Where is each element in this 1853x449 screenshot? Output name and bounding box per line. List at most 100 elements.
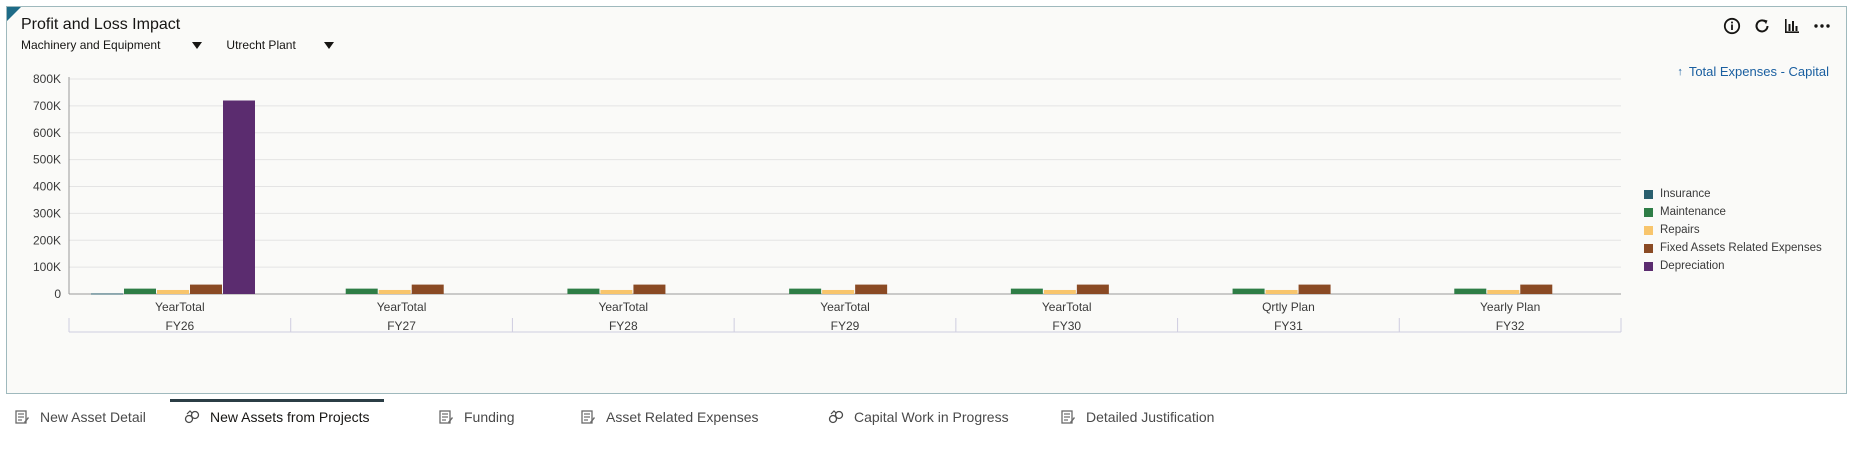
form-icon xyxy=(580,409,596,425)
legend-swatch xyxy=(1644,225,1653,235)
legend-swatch xyxy=(1644,189,1653,199)
x-group-label: FY31 xyxy=(1274,319,1303,333)
tab-new-assets-from-projects[interactable]: New Assets from Projects xyxy=(170,399,384,432)
legend-item[interactable]: Repairs xyxy=(1644,221,1822,239)
info-icon[interactable] xyxy=(1722,16,1742,36)
tab-new-asset-detail[interactable]: New Asset Detail xyxy=(0,402,160,432)
refresh-icon[interactable] xyxy=(1752,16,1772,36)
tab-label: New Asset Detail xyxy=(40,409,146,425)
bar-repairs[interactable] xyxy=(378,289,411,294)
legend-item[interactable]: Depreciation xyxy=(1644,257,1822,275)
legend-swatch xyxy=(1644,243,1653,253)
legend-swatch xyxy=(1644,207,1653,217)
legend-item[interactable]: Maintenance xyxy=(1644,203,1822,221)
chart-icon xyxy=(184,409,200,425)
panel-toolbar xyxy=(1722,16,1832,36)
legend-label: Depreciation xyxy=(1660,260,1725,272)
bar-fixed-assets-related-expenses[interactable] xyxy=(855,284,888,294)
bar-maintenance[interactable] xyxy=(345,288,378,294)
bar-repairs[interactable] xyxy=(600,289,633,294)
bar-repairs[interactable] xyxy=(1487,289,1520,294)
legend-item[interactable]: Fixed Assets Related Expenses xyxy=(1644,239,1822,257)
bar-repairs[interactable] xyxy=(1043,289,1076,294)
pov-selectors: Machinery and Equipment Utrecht Plant xyxy=(21,38,334,52)
caret-down-icon xyxy=(192,41,203,49)
legend-label: Repairs xyxy=(1660,224,1700,236)
bar-fixed-assets-related-expenses[interactable] xyxy=(190,284,222,294)
panel-corner-marker xyxy=(7,7,21,21)
bar-maintenance[interactable] xyxy=(124,288,156,294)
chart-legend: Insurance Maintenance Repairs Fixed Assets … xyxy=(1644,185,1822,275)
plant-selector-label: Utrecht Plant xyxy=(226,38,296,52)
x-group-label: FY32 xyxy=(1496,319,1525,333)
tab-asset-related-expenses[interactable]: Asset Related Expenses xyxy=(566,402,773,432)
panel-title: Profit and Loss Impact xyxy=(21,16,181,33)
chart-type-icon[interactable] xyxy=(1782,16,1802,36)
tab-label: New Assets from Projects xyxy=(210,409,370,425)
legend-label: Insurance xyxy=(1660,188,1711,200)
bottom-tab-bar: New Asset Detail New Assets from Projects… xyxy=(0,399,1853,432)
tab-label: Funding xyxy=(464,409,515,425)
bar-insurance[interactable] xyxy=(91,293,123,295)
x-category-label: YearTotal xyxy=(155,300,205,314)
bar-fixed-assets-related-expenses[interactable] xyxy=(1520,284,1553,294)
bar-maintenance[interactable] xyxy=(1232,288,1265,294)
more-icon[interactable] xyxy=(1812,16,1832,36)
drill-up-icon: ↑ xyxy=(1677,65,1683,78)
form-icon xyxy=(1060,409,1076,425)
tab-label: Asset Related Expenses xyxy=(606,409,759,425)
tab-label: Detailed Justification xyxy=(1086,409,1215,425)
bar-chart: 0 100K 200K 300K 400K 500K 600K 700K 800K YearTot… xyxy=(33,72,1622,333)
y-tick-label: 800K xyxy=(33,72,61,86)
legend-label: Fixed Assets Related Expenses xyxy=(1660,242,1822,254)
y-tick-label: 600K xyxy=(33,126,61,140)
x-category-label: YearTotal xyxy=(1042,300,1092,314)
drill-up-link[interactable]: ↑ Total Expenses - Capital xyxy=(1677,64,1829,79)
plant-selector[interactable]: Utrecht Plant xyxy=(226,38,334,52)
bar-repairs[interactable] xyxy=(157,289,189,294)
chart-icon xyxy=(828,409,844,425)
y-tick-label: 100K xyxy=(33,260,61,274)
x-group-label: FY28 xyxy=(609,319,638,333)
entity-selector[interactable]: Machinery and Equipment xyxy=(21,38,203,52)
x-category-label: YearTotal xyxy=(598,300,648,314)
x-group-label: FY29 xyxy=(831,319,860,333)
y-tick-label: 300K xyxy=(33,206,61,220)
x-group-label: FY30 xyxy=(1052,319,1081,333)
y-tick-label: 0 xyxy=(54,287,61,301)
bar-fixed-assets-related-expenses[interactable] xyxy=(411,284,444,294)
y-tick-label: 400K xyxy=(33,180,61,194)
bar-maintenance[interactable] xyxy=(789,288,822,294)
tab-funding[interactable]: Funding xyxy=(424,402,529,432)
legend-item[interactable]: Insurance xyxy=(1644,185,1822,203)
entity-selector-label: Machinery and Equipment xyxy=(21,38,161,52)
bar-repairs[interactable] xyxy=(822,289,855,294)
bar-fixed-assets-related-expenses[interactable] xyxy=(1076,284,1109,294)
bar-maintenance[interactable] xyxy=(1454,288,1487,294)
tab-detailed-justification[interactable]: Detailed Justification xyxy=(1046,402,1228,432)
x-category-label: Yearly Plan xyxy=(1480,300,1540,314)
form-icon xyxy=(438,409,454,425)
x-group-label: FY27 xyxy=(387,319,416,333)
drill-up-label: Total Expenses - Capital xyxy=(1688,64,1829,79)
x-category-label: Qrtly Plan xyxy=(1262,300,1315,314)
y-tick-label: 700K xyxy=(33,99,61,113)
bar-depreciation[interactable] xyxy=(223,100,255,295)
caret-down-icon xyxy=(323,41,334,49)
form-icon xyxy=(14,409,30,425)
x-category-label: YearTotal xyxy=(820,300,870,314)
bar-maintenance[interactable] xyxy=(1010,288,1043,294)
x-group-label: FY26 xyxy=(166,319,195,333)
y-tick-label: 500K xyxy=(33,153,61,167)
bar-fixed-assets-related-expenses[interactable] xyxy=(633,284,666,294)
legend-swatch xyxy=(1644,261,1653,271)
x-category-label: YearTotal xyxy=(377,300,427,314)
tab-capital-work-in-progress[interactable]: Capital Work in Progress xyxy=(814,402,1023,432)
tab-label: Capital Work in Progress xyxy=(854,409,1009,425)
bar-repairs[interactable] xyxy=(1265,289,1298,294)
bar-fixed-assets-related-expenses[interactable] xyxy=(1298,284,1331,294)
legend-label: Maintenance xyxy=(1660,206,1726,218)
bar-maintenance[interactable] xyxy=(567,288,600,294)
y-tick-label: 200K xyxy=(33,233,61,247)
profit-loss-panel: Profit and Loss Impact Machinery and Equ… xyxy=(6,6,1847,394)
